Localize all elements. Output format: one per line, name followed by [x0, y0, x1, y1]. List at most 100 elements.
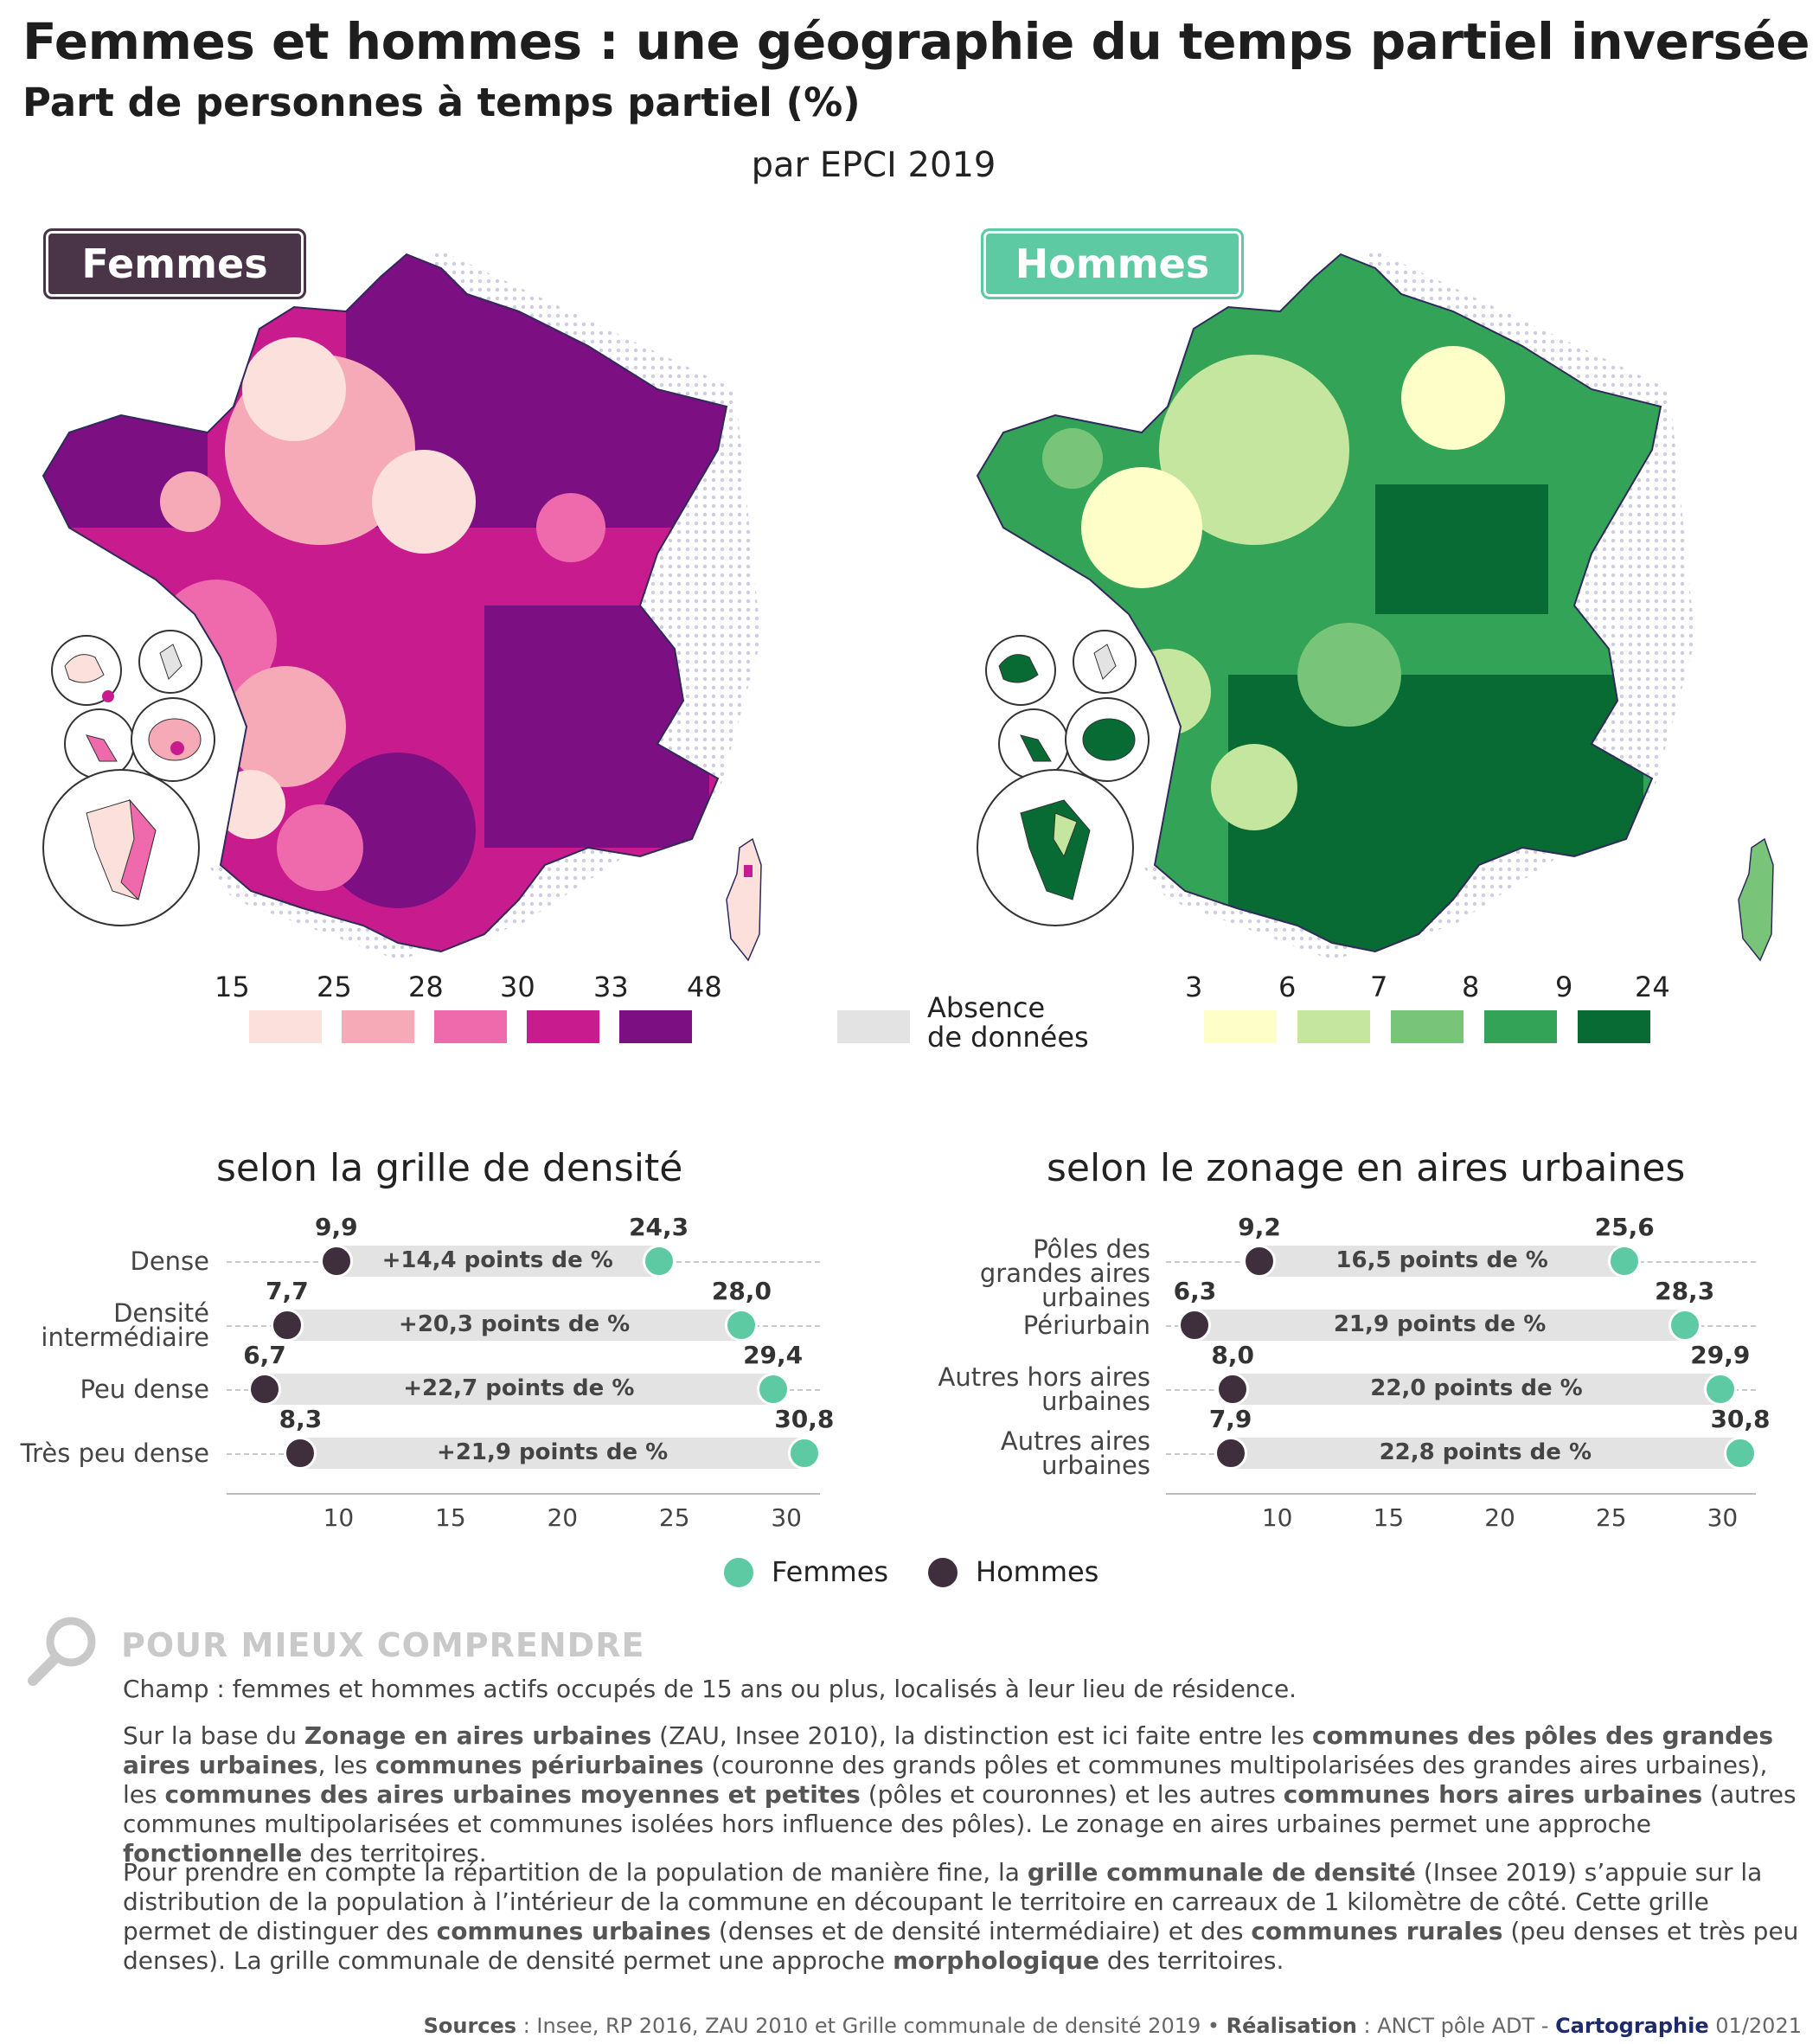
- femmes-dot: [1608, 1245, 1642, 1278]
- hommes-value: 8,3: [279, 1405, 323, 1433]
- hommes-dot: [319, 1245, 353, 1278]
- difference-bar: [1230, 1438, 1740, 1469]
- hommes-dot: [270, 1309, 304, 1342]
- femmes-value: 25,6: [1594, 1213, 1655, 1241]
- hommes-dot: [1178, 1309, 1212, 1342]
- femmes-value: 28,0: [711, 1277, 772, 1305]
- femmes-legend-swatch: [342, 1010, 414, 1043]
- hommes-value: 7,7: [266, 1277, 309, 1305]
- femmes-map-tag: Femmes: [43, 228, 306, 299]
- hommes-map: [977, 247, 1774, 962]
- x-axis-line: [227, 1493, 820, 1495]
- row-label: Très peu dense: [20, 1438, 209, 1468]
- femmes-dot: [1668, 1309, 1701, 1342]
- femmes-value: 29,9: [1690, 1341, 1751, 1369]
- hommes-dot: [248, 1373, 281, 1406]
- hommes-value: 9,2: [1238, 1213, 1281, 1241]
- difference-bar: [1195, 1310, 1685, 1341]
- hommes-legend-break: 9: [1555, 971, 1573, 1003]
- difference-label: +20,3 points de %: [399, 1311, 631, 1337]
- hommes-legend-break: 6: [1278, 971, 1297, 1003]
- femmes-value: 28,3: [1655, 1277, 1715, 1305]
- difference-label: +21,9 points de %: [437, 1439, 669, 1465]
- femmes-dot: [725, 1309, 759, 1342]
- femmes-value: 30,8: [1710, 1405, 1771, 1433]
- magnifier-icon: [28, 1617, 96, 1686]
- chart-title-densite: selon la grille de densité: [216, 1146, 683, 1190]
- x-axis-line: [1166, 1493, 1756, 1495]
- absence-legend-label: Absence de données: [927, 991, 1089, 1054]
- hommes-legend-swatch: [1578, 1010, 1650, 1043]
- femmes-dot: [756, 1373, 790, 1406]
- femmes-dot: [642, 1245, 676, 1278]
- femmes-value: 24,3: [629, 1213, 689, 1241]
- femmes-legend-break: 30: [500, 971, 535, 1003]
- femmes-dot: [787, 1437, 821, 1470]
- difference-label: 22,8 points de %: [1379, 1439, 1592, 1465]
- absence-legend-swatch: [837, 1010, 910, 1043]
- chart-title-zau: selon le zonage en aires urbaines: [1047, 1146, 1686, 1190]
- x-axis-tick: 10: [323, 1503, 355, 1532]
- femmes-legend-break: 15: [215, 971, 250, 1003]
- x-axis-tick: 20: [547, 1503, 579, 1532]
- femmes-dot: [1723, 1437, 1757, 1470]
- hommes-value: 9,9: [315, 1213, 358, 1241]
- row-label: Peu dense: [80, 1374, 209, 1404]
- difference-bar: [1259, 1246, 1625, 1277]
- x-axis-tick: 15: [1373, 1503, 1405, 1532]
- row-label: Dense: [130, 1246, 209, 1276]
- femmes-legend-break: 33: [593, 971, 629, 1003]
- x-axis-tick: 25: [658, 1503, 690, 1532]
- explain-title: POUR MIEUX COMPRENDRE: [121, 1626, 645, 1664]
- femmes-legend-swatch: [434, 1010, 507, 1043]
- legend-hommes-dot: [926, 1555, 960, 1590]
- x-axis-tick: 15: [435, 1503, 466, 1532]
- difference-bar: [1233, 1374, 1720, 1405]
- legend-femmes-label: Femmes: [772, 1555, 889, 1588]
- hommes-legend-break: 3: [1185, 971, 1203, 1003]
- explain-champ: Champ : femmes et hommes actifs occupés …: [123, 1675, 1297, 1703]
- hommes-legend-break: 7: [1370, 971, 1388, 1003]
- difference-label: +22,7 points de %: [403, 1375, 635, 1401]
- hommes-legend-swatch: [1204, 1010, 1277, 1043]
- hommes-dot: [284, 1437, 317, 1470]
- femmes-legend-swatch: [619, 1010, 692, 1043]
- femmes-legend-swatch: [527, 1010, 599, 1043]
- difference-label: 16,5 points de %: [1335, 1247, 1548, 1273]
- hommes-value: 6,7: [243, 1341, 286, 1369]
- hommes-dot: [1243, 1245, 1277, 1278]
- x-axis-tick: 10: [1261, 1503, 1293, 1532]
- scope-label: par EPCI 2019: [751, 145, 996, 185]
- femmes-legend-break: 25: [317, 971, 352, 1003]
- hommes-legend-swatch: [1391, 1010, 1464, 1043]
- femmes-legend-swatch: [249, 1010, 322, 1043]
- hommes-value: 7,9: [1208, 1405, 1252, 1433]
- row-label: Autres hors aires urbaines: [938, 1362, 1150, 1416]
- x-axis-tick: 30: [1707, 1503, 1739, 1532]
- legend-hommes-label: Hommes: [976, 1555, 1099, 1588]
- x-axis-tick: 30: [771, 1503, 802, 1532]
- difference-bar: [336, 1246, 659, 1277]
- row-label: Périurbain: [1022, 1310, 1150, 1340]
- hommes-dot: [1214, 1437, 1247, 1470]
- legend-femmes-dot: [721, 1555, 756, 1590]
- row-label: Autres aires urbaines: [1000, 1426, 1150, 1480]
- hommes-legend-break: 24: [1635, 971, 1670, 1003]
- difference-bar: [286, 1310, 742, 1341]
- row-label: Pôles des grandes aires urbaines: [979, 1234, 1150, 1312]
- femmes-legend-break: 28: [408, 971, 444, 1003]
- hommes-value: 8,0: [1211, 1341, 1254, 1369]
- sources-line: Sources : Insee, RP 2016, ZAU 2010 et Gr…: [423, 2014, 1802, 2038]
- femmes-map: [42, 247, 762, 962]
- x-axis-tick: 25: [1595, 1503, 1627, 1532]
- explain-zau-paragraph: Sur la base du Zonage en aires urbaines …: [123, 1721, 1797, 1868]
- row-label: Densité intermédiaire: [41, 1298, 209, 1352]
- difference-label: 21,9 points de %: [1333, 1311, 1547, 1337]
- page-subtitle: Part de personnes à temps partiel (%): [22, 80, 861, 125]
- hommes-dot: [1216, 1373, 1250, 1406]
- hommes-value: 6,3: [1173, 1277, 1217, 1305]
- difference-bar: [265, 1374, 773, 1405]
- hommes-map-tag: Hommes: [981, 228, 1244, 299]
- hommes-legend-swatch: [1484, 1010, 1557, 1043]
- explain-grille-paragraph: Pour prendre en compte la répartition de…: [123, 1858, 1799, 1975]
